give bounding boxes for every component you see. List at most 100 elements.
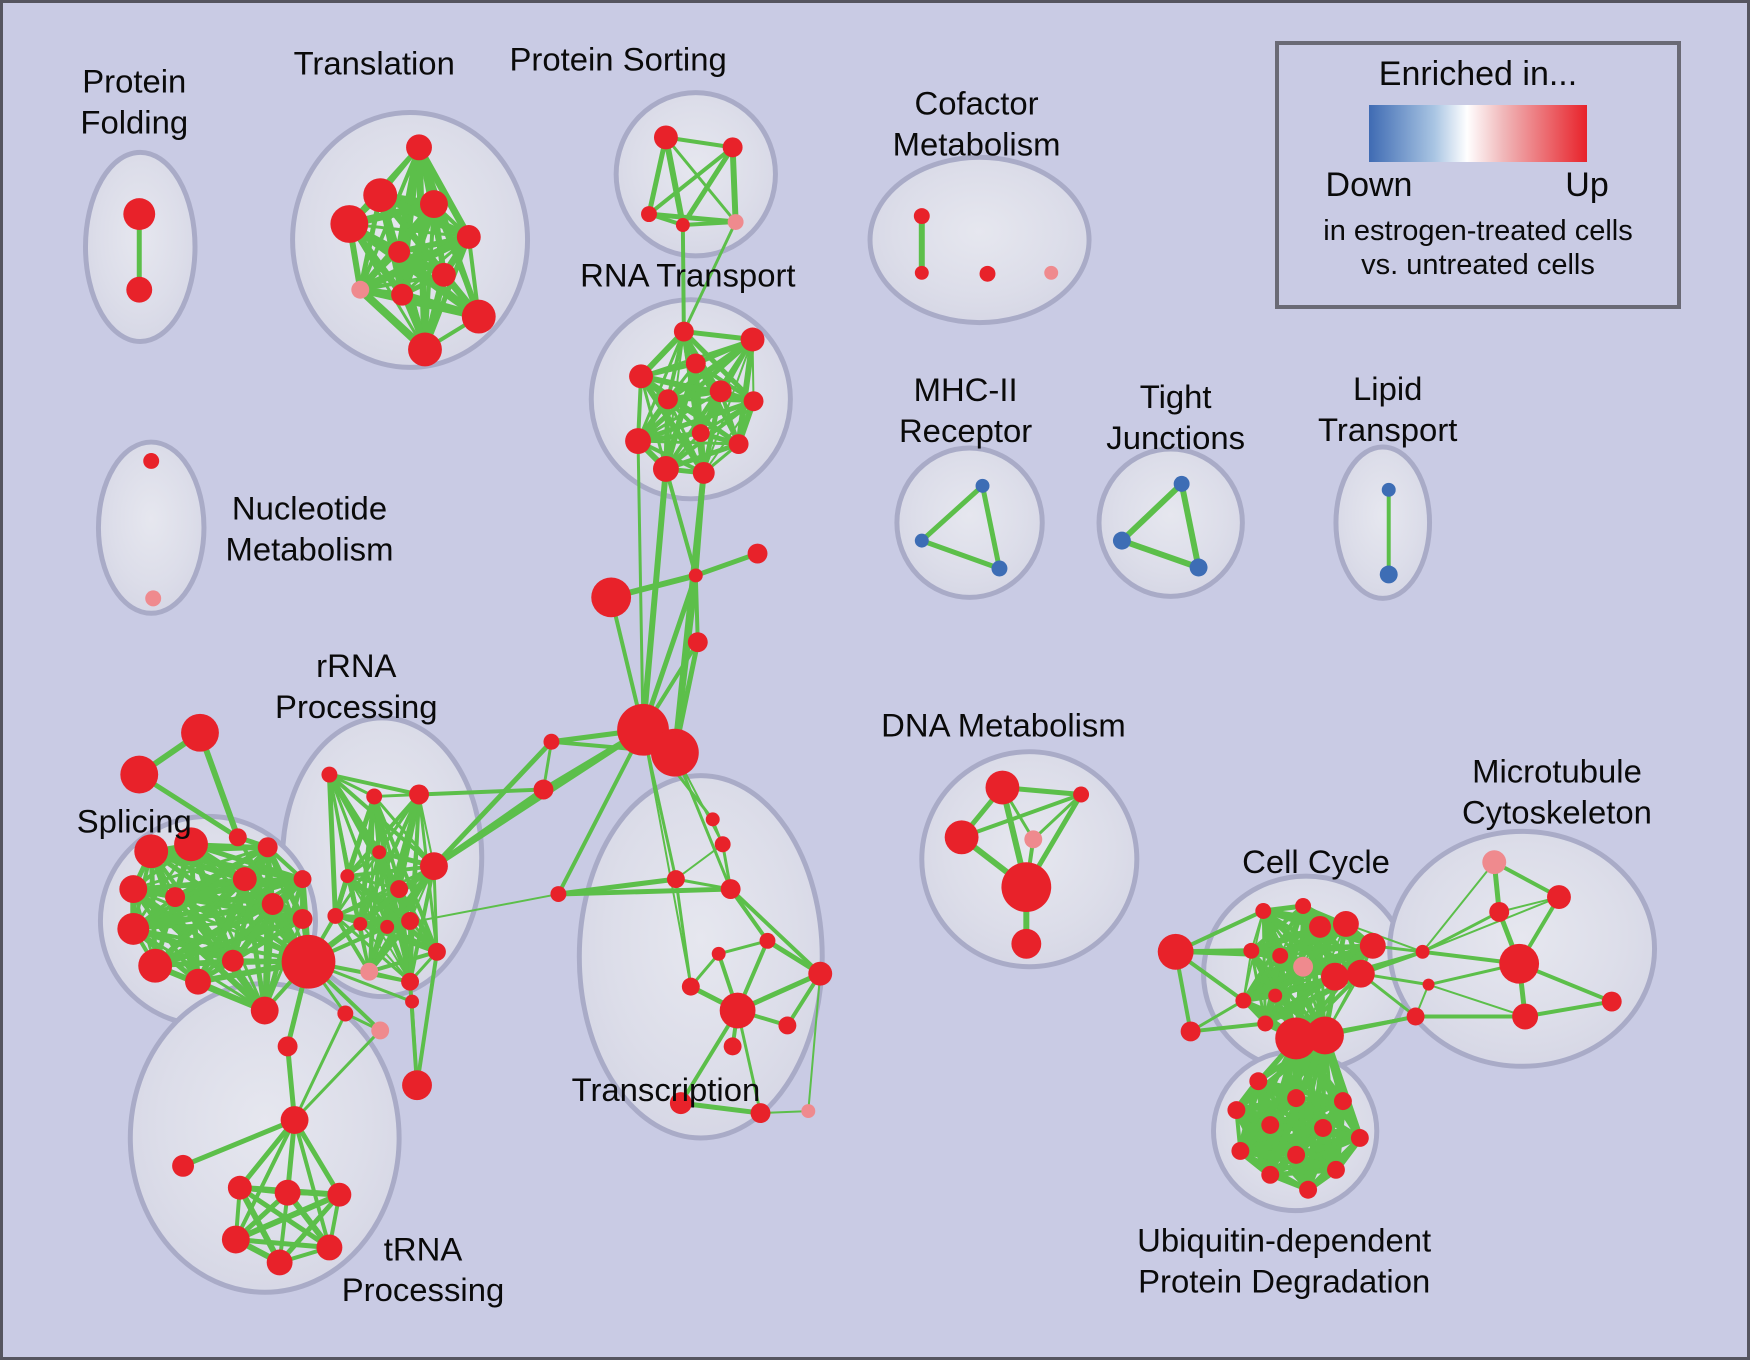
cluster-label-lipid-transport: Transport xyxy=(1318,411,1457,448)
network-edge-splicing-mesh xyxy=(130,925,236,964)
network-node xyxy=(405,994,420,1009)
network-edge xyxy=(556,727,646,897)
network-edge-rrna-mesh xyxy=(408,864,436,984)
network-node xyxy=(1073,786,1090,803)
network-node xyxy=(747,543,768,564)
network-edge xyxy=(1031,792,1083,841)
network-node xyxy=(1489,902,1510,922)
network-edge xyxy=(678,1100,763,1116)
network-node xyxy=(657,389,678,410)
cluster-bubble-tight-junctions xyxy=(1096,446,1245,599)
network-node xyxy=(652,455,679,482)
network-node xyxy=(1499,943,1540,984)
network-node xyxy=(228,828,247,847)
network-node xyxy=(402,1070,432,1101)
cluster-label-rrna-processing: rRNA xyxy=(316,647,396,684)
legend-subtitle-line2: vs. untreated cells xyxy=(1361,249,1595,281)
network-node xyxy=(914,265,929,280)
cluster-label-mhc-ii-receptor: MHC-II xyxy=(914,371,1018,408)
network-edge xyxy=(674,877,693,989)
network-edge-splicing-mesh xyxy=(131,845,270,931)
network-edge xyxy=(415,949,439,1088)
network-node xyxy=(688,568,703,583)
network-edge-mhc-triangle xyxy=(919,538,1002,571)
network-edge xyxy=(674,843,724,881)
network-node xyxy=(711,946,726,961)
network-edge-splicing-mesh xyxy=(153,845,270,968)
network-edge-cell-cycle-mesh xyxy=(1241,953,1283,1003)
network-node xyxy=(1189,558,1208,577)
cluster-bubble-lipid-transport xyxy=(1333,444,1433,601)
legend-box: Enriched in... Down Up in estrogen-treat… xyxy=(1275,41,1681,309)
network-edge xyxy=(1492,860,1561,900)
network-node xyxy=(1314,1119,1332,1137)
network-edge xyxy=(233,1118,297,1242)
network-node xyxy=(126,276,153,303)
network-node xyxy=(709,380,732,403)
network-node xyxy=(1272,947,1289,964)
cluster-label-dna-metabolism: DNA Metabolism xyxy=(881,707,1126,744)
cluster-label-ubiquitin-degradation: Ubiquitin-dependent xyxy=(1137,1221,1431,1258)
network-edge xyxy=(640,465,669,733)
network-node xyxy=(431,262,456,287)
legend-gradient-bar xyxy=(1369,105,1587,162)
network-edge-ubiquitin-mesh xyxy=(1267,1167,1339,1178)
network-node xyxy=(123,198,156,230)
network-node xyxy=(420,190,448,219)
network-node xyxy=(1309,915,1331,938)
cluster-bubble-nucleotide-metabolism xyxy=(95,439,207,616)
network-node xyxy=(653,125,678,150)
network-edge-protein-sorting-mesh xyxy=(729,144,739,226)
network-edge xyxy=(1523,999,1614,1019)
network-edge xyxy=(292,1118,332,1250)
network-edge xyxy=(417,787,546,797)
cluster-label-splicing: Splicing xyxy=(77,802,192,839)
network-node xyxy=(1321,962,1349,991)
network-node xyxy=(138,948,173,983)
network-edge-tight-junctions-triangle xyxy=(1118,480,1185,544)
network-node xyxy=(669,1092,692,1115)
network-node xyxy=(353,916,368,931)
network-node xyxy=(1231,1141,1250,1160)
network-node xyxy=(1255,903,1272,919)
network-node xyxy=(1257,1015,1274,1032)
network-node xyxy=(673,321,694,342)
network-node xyxy=(1227,1101,1246,1120)
network-node xyxy=(145,590,162,607)
network-node xyxy=(1482,850,1507,875)
nodes-layer xyxy=(117,125,1622,1276)
network-edge-trna-hex-mesh xyxy=(233,1237,332,1250)
network-node xyxy=(117,912,150,945)
cluster-label-cofactor-metabolism: Metabolism xyxy=(893,125,1061,162)
network-edge xyxy=(642,728,692,988)
network-node xyxy=(293,870,312,889)
network-edge xyxy=(293,1012,347,1122)
legend-axis-labels: Down Up xyxy=(1326,166,1609,206)
network-node xyxy=(250,996,279,1025)
network-node xyxy=(991,560,1008,577)
network-edge-tight-junctions-triangle xyxy=(1178,480,1202,571)
network-node xyxy=(363,178,398,213)
cluster-bubble-mhc-ii-receptor xyxy=(894,445,1045,600)
network-edge xyxy=(663,466,698,578)
legend-subtitle-line1: in estrogen-treated cells xyxy=(1323,215,1633,247)
network-node xyxy=(266,1249,293,1276)
network-edge-mhc-triangle xyxy=(980,483,1002,571)
network-node xyxy=(543,733,560,750)
network-node xyxy=(372,845,387,860)
network-edge xyxy=(807,972,822,1113)
network-node xyxy=(257,837,278,858)
network-edge-rrna-mesh xyxy=(377,850,390,929)
network-edge-trna-hex-mesh xyxy=(277,1192,342,1265)
network-node xyxy=(337,1005,354,1022)
cluster-label-nucleotide-metabolism: Metabolism xyxy=(226,531,394,568)
cluster-label-trna-processing: tRNA xyxy=(384,1230,463,1267)
network-edge-rna-transport-mesh xyxy=(636,439,741,446)
network-node xyxy=(316,1234,343,1261)
network-node xyxy=(705,812,720,827)
network-node xyxy=(371,1021,390,1040)
network-node xyxy=(720,879,741,900)
network-edge xyxy=(1188,1021,1268,1034)
network-edge-rna-transport-mesh xyxy=(702,400,755,474)
